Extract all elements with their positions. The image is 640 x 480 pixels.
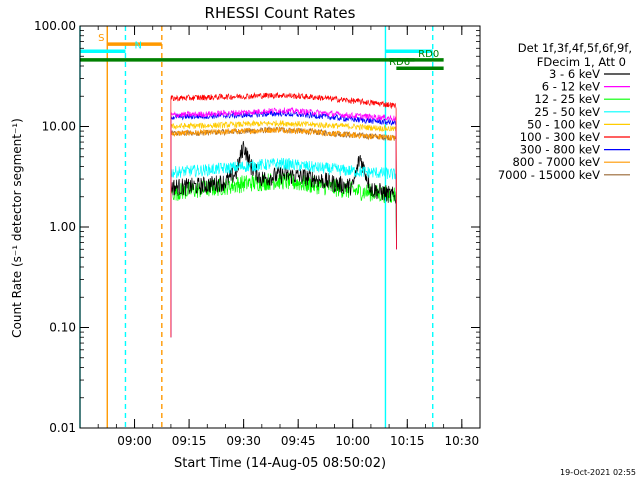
legend-label-6: 300 - 800 keV: [520, 143, 600, 157]
flag-label-n: N: [135, 40, 142, 51]
chart-title: RHESSI Count Rates: [205, 4, 356, 22]
series-trace-6-12keV: [170, 106, 397, 338]
legend-header-line-1: Det 1f,3f,4f,5f,6f,9f,: [518, 41, 632, 55]
y-axis-label: Count Rate (s⁻¹ detector segment⁻¹): [10, 118, 24, 338]
legend-label-3: 25 - 50 keV: [534, 105, 600, 119]
flag-label-rd0: RD0: [418, 49, 439, 60]
x-tick-label: 10:15: [390, 434, 425, 448]
series-trace-50-100keV: [170, 119, 397, 338]
y-tick-label: 10.00: [42, 120, 76, 134]
x-tick-label: 10:00: [335, 434, 370, 448]
y-tick-label: 0.10: [49, 321, 76, 335]
plot-frame: [79, 25, 481, 429]
legend-label-4: 50 - 100 keV: [527, 117, 600, 131]
legend-label-8: 7000 - 15000 keV: [498, 168, 600, 182]
y-tick-label: 100.00: [34, 19, 76, 33]
series-trace-100-300keV: [170, 91, 397, 338]
y-tick-label: 1.00: [49, 220, 76, 234]
x-axis-label: Start Time (14-Aug-05 08:50:02): [174, 456, 386, 471]
series-trace-3-6keV: [170, 141, 397, 338]
flag-label-s: S: [98, 33, 104, 44]
x-tick-label: 10:30: [445, 434, 480, 448]
x-tick-label: 09:00: [117, 434, 152, 448]
legend-label-5: 100 - 300 keV: [520, 130, 600, 144]
flag-label-rd6: RD6: [389, 57, 410, 68]
x-tick-label: 09:45: [281, 434, 316, 448]
legend-label-2: 12 - 25 keV: [534, 92, 600, 106]
footer-timestamp: 19-Oct-2021 02:55: [560, 468, 636, 477]
series-trace-800-7000keV: [170, 126, 397, 338]
series-trace-12-25keV: [170, 171, 397, 338]
x-tick-label: 09:30: [226, 434, 261, 448]
legend-label-7: 800 - 7000 keV: [512, 155, 600, 169]
legend-label-1: 6 - 12 keV: [542, 80, 600, 94]
y-tick-label: 0.01: [49, 421, 76, 435]
series-trace-25-50keV: [170, 157, 397, 338]
legend-header-line-2: FDecim 1, Att 0: [537, 55, 626, 69]
legend-label-0: 3 - 6 keV: [549, 67, 600, 81]
series-trace-300-800keV: [170, 110, 397, 338]
x-tick-label: 09:15: [172, 434, 207, 448]
